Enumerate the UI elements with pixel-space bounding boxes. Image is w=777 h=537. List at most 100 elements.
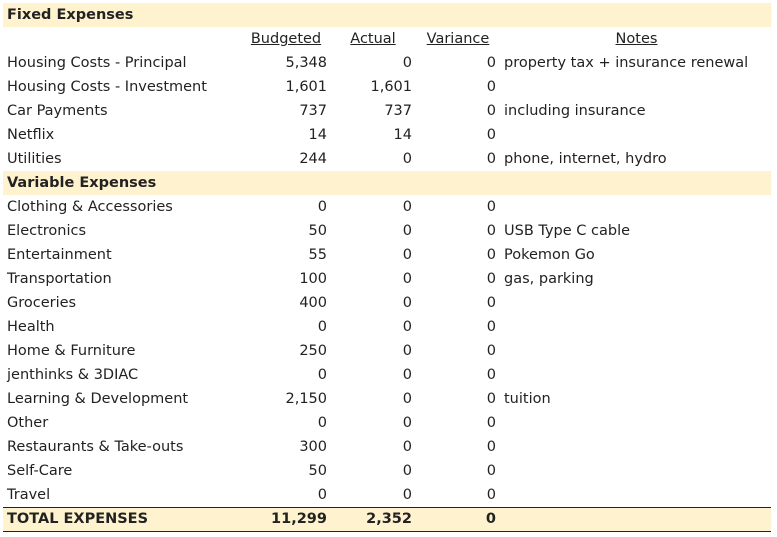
actual-value: 737 — [384, 103, 412, 119]
expense-row: Groceries 400 0 0 — [3, 291, 771, 315]
actual-value: 0 — [402, 223, 412, 239]
actual-value: 0 — [402, 415, 412, 431]
budgeted-value: 0 — [317, 487, 327, 503]
variance-value: 0 — [486, 319, 496, 335]
fixed-expenses-title: Fixed Expenses — [7, 7, 134, 23]
expense-label: Transportation — [7, 271, 112, 287]
expense-label: Entertainment — [7, 247, 112, 263]
expense-label: Self-Care — [7, 463, 73, 479]
expense-row: Self-Care 50 0 0 — [3, 459, 771, 483]
expense-row: Transportation 100 0 0 gas, parking — [3, 267, 771, 291]
variance-value: 0 — [486, 343, 496, 359]
actual-value: 1,601 — [370, 79, 412, 95]
budgeted-value: 0 — [317, 319, 327, 335]
expense-label: Learning & Development — [7, 391, 189, 407]
expense-label: Housing Costs - Principal — [7, 55, 187, 71]
column-header-row: Budgeted Actual Variance Notes — [3, 27, 771, 51]
expense-label: Home & Furniture — [7, 343, 136, 359]
actual-value: 0 — [402, 295, 412, 311]
budgeted-header: Budgeted — [250, 31, 322, 47]
expense-label: Utilities — [7, 151, 62, 167]
budgeted-value: 100 — [299, 271, 327, 287]
variance-value: 0 — [486, 367, 496, 383]
expense-label: Clothing & Accessories — [7, 199, 173, 215]
expense-row: Home & Furniture 250 0 0 — [3, 339, 771, 363]
variance-value: 0 — [486, 127, 496, 143]
variance-value: 0 — [486, 271, 496, 287]
note-text: gas, parking — [504, 271, 594, 287]
expense-row: Housing Costs - Investment 1,601 1,601 0 — [3, 75, 771, 99]
actual-value: 0 — [402, 463, 412, 479]
variance-value: 0 — [486, 199, 496, 215]
budgeted-value: 400 — [299, 295, 327, 311]
note-text: including insurance — [504, 103, 646, 119]
fixed-expenses-section-header: Fixed Expenses — [3, 3, 771, 27]
budgeted-value: 55 — [308, 247, 327, 263]
expense-row: Other 0 0 0 — [3, 411, 771, 435]
actual-value: 0 — [402, 391, 412, 407]
variance-value: 0 — [486, 295, 496, 311]
actual-value: 0 — [402, 247, 412, 263]
expense-label: Electronics — [7, 223, 87, 239]
variance-value: 0 — [486, 391, 496, 407]
variance-value: 0 — [486, 415, 496, 431]
variance-value: 0 — [486, 55, 496, 71]
variance-header: Variance — [426, 31, 490, 47]
budgeted-value: 737 — [299, 103, 327, 119]
variance-value: 0 — [486, 439, 496, 455]
budgeted-value: 0 — [317, 415, 327, 431]
fixed-expenses-rows: Housing Costs - Principal 5,348 0 0 prop… — [3, 51, 771, 171]
variance-value: 0 — [486, 463, 496, 479]
budgeted-value: 300 — [299, 439, 327, 455]
expense-row: Netflix 14 14 0 — [3, 123, 771, 147]
actual-header: Actual — [350, 31, 396, 47]
expense-label: Health — [7, 319, 55, 335]
expense-row: Restaurants & Take-outs 300 0 0 — [3, 435, 771, 459]
actual-value: 0 — [402, 199, 412, 215]
budgeted-value: 5,348 — [285, 55, 327, 71]
budgeted-value: 0 — [317, 367, 327, 383]
total-expenses-row: TOTAL EXPENSES 11,299 2,352 0 — [3, 507, 771, 532]
note-text: phone, internet, hydro — [504, 151, 667, 167]
note-text: USB Type C cable — [504, 223, 631, 239]
actual-value: 14 — [393, 127, 412, 143]
expense-label: Car Payments — [7, 103, 108, 119]
variable-expenses-rows: Clothing & Accessories 0 0 0 Electronics… — [3, 195, 771, 507]
variance-value: 0 — [486, 79, 496, 95]
variance-value: 0 — [486, 223, 496, 239]
variance-value: 0 — [486, 487, 496, 503]
budgeted-value: 0 — [317, 199, 327, 215]
expense-label: Restaurants & Take-outs — [7, 439, 184, 455]
expense-label: Other — [7, 415, 49, 431]
budgeted-value: 14 — [308, 127, 327, 143]
variable-expenses-title: Variable Expenses — [7, 175, 157, 191]
expense-row: Health 0 0 0 — [3, 315, 771, 339]
expense-row: Clothing & Accessories 0 0 0 — [3, 195, 771, 219]
expense-row: Entertainment 55 0 0 Pokemon Go — [3, 243, 771, 267]
expense-sheet: Fixed Expenses Budgeted Actual Variance … — [3, 3, 771, 532]
actual-value: 0 — [402, 367, 412, 383]
variance-value: 0 — [486, 103, 496, 119]
budgeted-value: 50 — [308, 223, 327, 239]
expense-row: Utilities 244 0 0 phone, internet, hydro — [3, 147, 771, 171]
total-actual-value: 2,352 — [366, 511, 412, 527]
expense-label: Travel — [7, 487, 51, 503]
budgeted-value: 50 — [308, 463, 327, 479]
note-text: tuition — [504, 391, 551, 407]
budgeted-value: 2,150 — [285, 391, 327, 407]
expense-label: Groceries — [7, 295, 77, 311]
actual-value: 0 — [402, 343, 412, 359]
expense-row: Learning & Development 2,150 0 0 tuition — [3, 387, 771, 411]
note-text: Pokemon Go — [504, 247, 595, 263]
budgeted-value: 250 — [299, 343, 327, 359]
actual-value: 0 — [402, 487, 412, 503]
actual-value: 0 — [402, 439, 412, 455]
expense-row: jenthinks & 3DIAC 0 0 0 — [3, 363, 771, 387]
actual-value: 0 — [402, 55, 412, 71]
notes-header: Notes — [615, 31, 658, 47]
variable-expenses-section-header: Variable Expenses — [3, 171, 771, 195]
expense-row: Travel 0 0 0 — [3, 483, 771, 507]
expense-row: Electronics 50 0 0 USB Type C cable — [3, 219, 771, 243]
variance-value: 0 — [486, 247, 496, 263]
budgeted-value: 244 — [299, 151, 327, 167]
